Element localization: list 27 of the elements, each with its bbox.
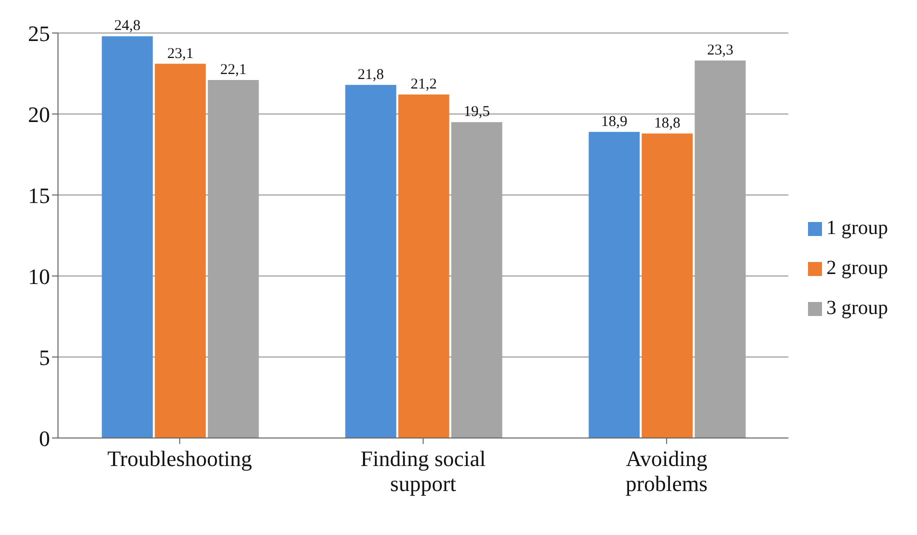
bar [398,94,450,438]
y-tick-label: 20 [28,102,50,127]
bar [154,64,206,438]
data-label: 22,1 [220,62,246,78]
data-label: 18,8 [654,115,680,132]
legend-label: 2 group [826,257,888,279]
x-tick-label: Troubleshooting [107,446,252,471]
legend-label: 1 group [826,217,888,239]
bar [345,84,396,438]
bar [642,133,693,438]
y-tick-label: 10 [28,264,50,289]
data-label: 21,8 [358,66,384,83]
y-tick-label: 5 [39,344,50,370]
data-label: 21,2 [410,76,437,93]
legend-label: 3 group [826,297,888,319]
y-tick-label: 25 [28,20,50,46]
x-tick-label: Finding social support [360,446,486,496]
bar [588,132,640,438]
bar [102,36,153,438]
y-tick-label: 0 [39,426,50,451]
data-label: 23,1 [167,46,194,62]
data-label: 23,3 [707,42,734,59]
y-tick-label: 15 [28,182,50,208]
x-tick-label: Avoiding problems [626,446,708,496]
data-label: 19,5 [464,104,490,120]
data-label: 18,9 [601,114,628,130]
data-label: 24,8 [114,18,140,34]
